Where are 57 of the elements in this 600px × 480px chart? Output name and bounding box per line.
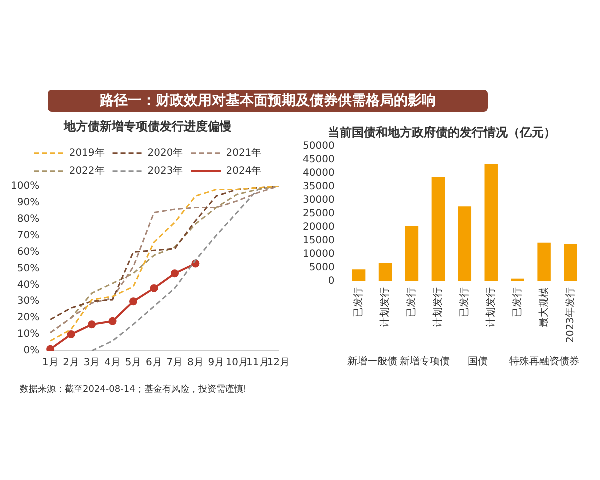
y-tick-label: 10000 [303,249,335,260]
text: 新增一般债 [347,356,398,368]
x-tick-label: 已发行 [512,288,524,318]
y-tick-label: 30% [17,296,40,308]
y-tick-label: 50000 [303,140,335,152]
x-tick-label: 最大规模 [538,288,550,328]
y-tick-label: 0 [328,276,335,288]
chart-title: 地方债新增专项债发行进度偏慢 [63,119,232,134]
y-tick-label: 45000 [303,154,335,166]
x-tick-label: 计划发行 [432,288,444,328]
legend-label: 2022年 [69,164,105,177]
y-tick-label: 0% [24,346,40,357]
x-tick-label: 3月 [84,358,100,369]
text: 路径一：财政效用对基本面预期及债券供需格局的影响 [48,90,488,112]
y-tick-label: 90% [17,197,40,208]
legend-label: 2020年 [148,146,184,159]
y-tick-label: 60% [17,246,40,258]
x-tick-label: 8月 [188,358,204,369]
x-tick-label: 4月 [104,358,121,369]
x-tick-label: 6月 [146,358,162,369]
x-tick-label: 5月 [125,358,142,369]
text: 新增专项债 [400,356,450,368]
y-tick-label: 70% [17,230,40,242]
y-tick-label: 35000 [303,182,335,193]
y-tick-label: 20000 [303,222,335,234]
y-tick-label: 10% [17,329,40,340]
y-tick-label: 25000 [303,208,335,220]
x-tick-label: 10月 [226,358,249,369]
x-tick-label: 11月 [246,358,270,369]
source-note: 数据来源：截至2024-08-14；基金有风险，投资需谨慎! [20,384,247,396]
x-tick-label: 7月 [166,358,184,369]
y-tick-label: 15000 [303,236,335,247]
y-tick-label: 20% [17,312,40,324]
text: 国债 [468,356,488,368]
y-tick-label: 50% [17,263,40,274]
x-tick-label: 1月 [42,358,59,369]
x-tick-label: 计划发行 [484,288,497,328]
y-tick-label: 40% [17,280,40,291]
y-tick-label: 100% [10,180,40,192]
x-tick-label: 已发行 [406,288,418,318]
x-tick-label: 2023年发行 [564,288,576,344]
text: 特殊再融资债券 [509,356,580,368]
y-tick-label: 80% [17,214,40,225]
y-tick-label: 5000 [309,262,335,274]
x-tick-label: 12月 [267,358,290,369]
x-tick-label: 计划发行 [379,288,392,328]
chart-title: 当前国债和地方政府债的发行情况（亿元） [328,125,556,140]
y-tick-label: 40000 [303,168,335,180]
legend-label: 2024年 [226,164,262,177]
legend-label: 2023年 [148,164,184,177]
y-tick-label: 30000 [303,195,335,206]
x-tick-label: 9月 [208,358,225,369]
x-tick-label: 2月 [63,358,80,369]
x-tick-label: 已发行 [354,288,365,318]
legend-label: 2019年 [69,146,105,159]
x-tick-label: 已发行 [460,288,470,318]
legend-label: 2021年 [226,146,262,159]
